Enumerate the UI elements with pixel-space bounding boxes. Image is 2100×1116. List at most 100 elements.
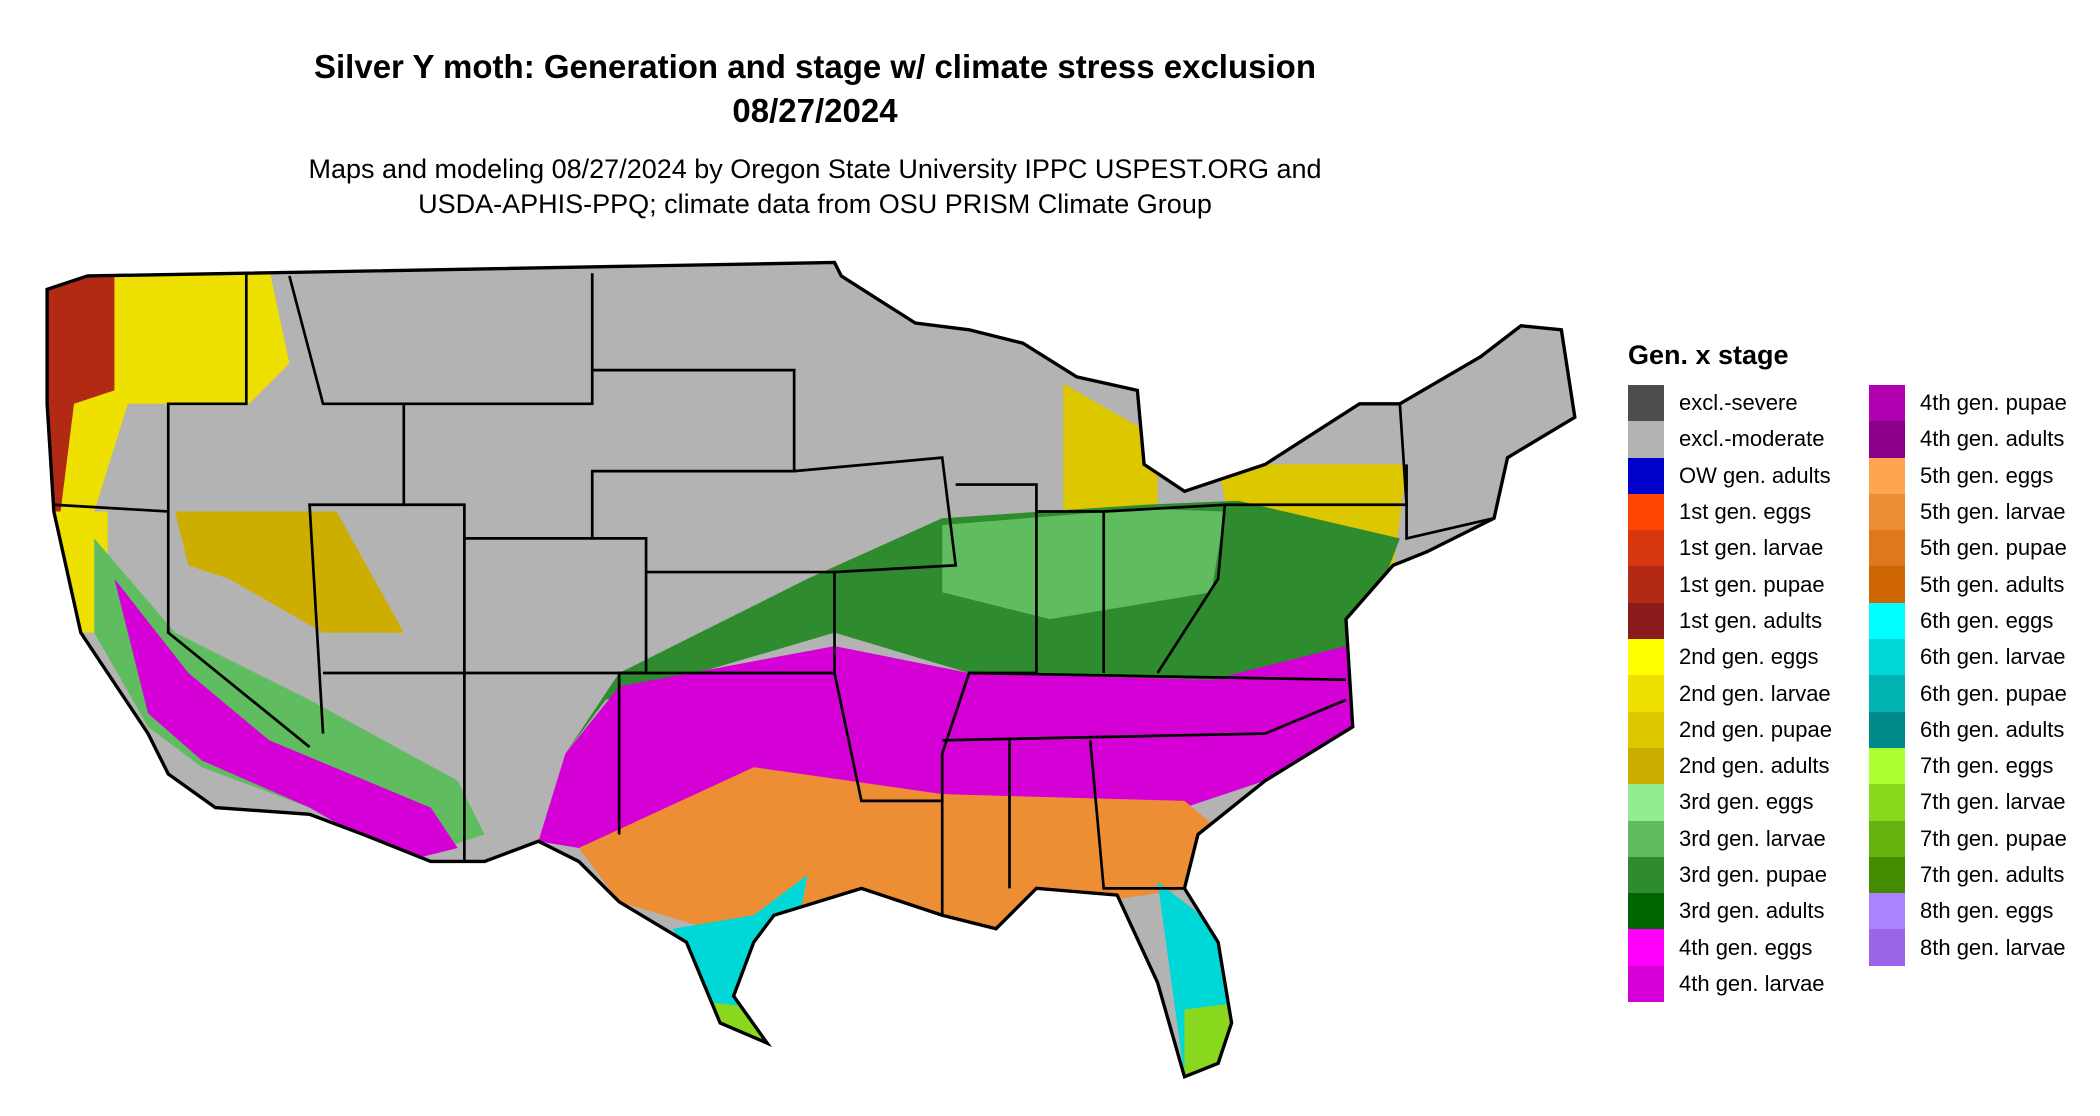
- map-title: Silver Y moth: Generation and stage w/ c…: [314, 48, 1316, 85]
- legend-label: 3rd gen. larvae: [1679, 825, 1826, 851]
- legend-label: 2nd gen. adults: [1679, 753, 1830, 779]
- legend-label: 1st gen. adults: [1679, 607, 1823, 633]
- legend-item: 8th gen. larvae: [1869, 929, 2090, 966]
- legend-label: 6th gen. larvae: [1920, 644, 2066, 670]
- legend-label: 7th gen. adults: [1920, 862, 2065, 887]
- legend-label: 1st gen. pupae: [1679, 571, 1825, 597]
- legend-label: 4th gen. larvae: [1679, 970, 1825, 996]
- legend-item: excl.-severe: [1628, 385, 1849, 422]
- legend-swatch: [1869, 747, 1905, 785]
- legend-item: 5th gen. eggs: [1869, 457, 2090, 494]
- legend-label: 3rd gen. eggs: [1679, 789, 1814, 815]
- legend-swatch: [1628, 421, 1664, 458]
- legend-item: 6th gen. adults: [1869, 711, 2090, 748]
- legend-item: OW gen. adults: [1628, 457, 1849, 494]
- legend-label: 3rd gen. adults: [1679, 898, 1825, 924]
- legend-item: 4th gen. eggs: [1628, 929, 1849, 966]
- legend-label: 5th gen. larvae: [1920, 499, 2066, 525]
- legend-item: 6th gen. pupae: [1869, 675, 2090, 712]
- legend-label: 6th gen. eggs: [1920, 607, 2054, 633]
- legend-item: 7th gen. adults: [1869, 856, 2090, 894]
- legend-item: 4th gen. larvae: [1628, 965, 1849, 1003]
- legend-swatch: [1628, 820, 1664, 857]
- subtitle-line-1: Maps and modeling 08/27/2024 by Oregon S…: [308, 154, 1322, 184]
- legend-swatch: [1869, 820, 1905, 857]
- region-sw-3rd-gen: [94, 538, 485, 862]
- region-5th-gen: [578, 767, 1225, 943]
- legend-item: 7th gen. pupae: [1869, 820, 2090, 857]
- legend-swatch: [1869, 602, 1905, 640]
- legend-label: 6th gen. adults: [1920, 716, 2065, 742]
- legend-label: 5th gen. pupae: [1920, 535, 2067, 561]
- legend-label: 2nd gen. eggs: [1679, 644, 1819, 670]
- legend-label: 7th gen. pupae: [1920, 825, 2067, 851]
- legend-item: 5th gen. pupae: [1869, 530, 2090, 567]
- region-3rd-gen-larvae: [942, 508, 1225, 620]
- legend-item: 3rd gen. larvae: [1628, 820, 1849, 857]
- legend-label: 8th gen. larvae: [1920, 934, 2066, 960]
- legend-swatch: [1869, 856, 1905, 894]
- legend-label: 1st gen. eggs: [1679, 499, 1812, 525]
- legend-label: 2nd gen. pupae: [1679, 716, 1832, 742]
- legend-label: 7th gen. larvae: [1920, 789, 2066, 815]
- legend-swatch: [1628, 747, 1664, 785]
- legend-item: 3rd gen. adults: [1628, 893, 1849, 930]
- legend-label: 6th gen. pupae: [1920, 680, 2067, 706]
- legend-swatch: [1869, 421, 1905, 458]
- legend-swatch: [1628, 893, 1664, 930]
- legend-item: 8th gen. eggs: [1869, 893, 2090, 930]
- legend-swatch: [1869, 530, 1905, 567]
- legend-item: 4th gen. pupae: [1869, 385, 2090, 422]
- legend-item: 7th gen. eggs: [1869, 747, 2090, 785]
- legend-label: 5th gen. adults: [1920, 571, 2065, 597]
- legend-swatch: [1869, 385, 1905, 422]
- legend-column-2: 4th gen. pupae 4th gen. adults 5th gen. eg…: [1869, 385, 2090, 1002]
- region-mi-2nd-gen: [1063, 383, 1158, 515]
- legend-label: 4th gen. adults: [1920, 426, 2065, 452]
- legend-swatch: [1628, 457, 1664, 494]
- legend-item: 5th gen. adults: [1869, 566, 2090, 603]
- legend-item: 6th gen. larvae: [1869, 639, 2090, 676]
- subtitle-line-2: USDA-APHIS-PPQ; climate data from OSU PR…: [418, 189, 1212, 219]
- legend-label: 1st gen. larvae: [1679, 535, 1824, 561]
- legend-title: Gen. x stage: [1628, 340, 1789, 370]
- legend-item: 6th gen. eggs: [1869, 602, 2090, 640]
- legend-label: OW gen. adults: [1679, 462, 1831, 488]
- region-nw-1st-gen: [47, 269, 115, 512]
- legend-swatch: [1869, 493, 1905, 531]
- legend-swatch: [1628, 602, 1664, 640]
- legend-swatch: [1869, 784, 1905, 821]
- legend-item: 1st gen. pupae: [1628, 566, 1849, 603]
- legend-swatch: [1869, 929, 1905, 966]
- legend-swatch: [1869, 457, 1905, 494]
- legend-swatch: [1628, 711, 1664, 748]
- legend-swatch: [1628, 856, 1664, 894]
- legend-swatch: [1869, 639, 1905, 676]
- legend-swatch: [1628, 566, 1664, 603]
- legend-swatch: [1628, 385, 1664, 422]
- legend-label: excl.-moderate: [1679, 426, 1825, 452]
- legend-item: 1st gen. larvae: [1628, 530, 1849, 567]
- legend-item: 2nd gen. larvae: [1628, 675, 1849, 712]
- region-nv-2nd-gen: [174, 511, 404, 633]
- legend-swatch: [1869, 711, 1905, 748]
- legend-label: 4th gen. pupae: [1920, 390, 2067, 416]
- legend-swatch: [1869, 893, 1905, 930]
- legend-swatch: [1628, 965, 1664, 1003]
- legend-label: 7th gen. eggs: [1920, 753, 2054, 779]
- legend-item: 2nd gen. pupae: [1628, 711, 1849, 748]
- region-sw-4th-gen: [114, 578, 458, 862]
- legend-item: 7th gen. larvae: [1869, 784, 2090, 821]
- legend-swatch: [1869, 566, 1905, 603]
- legend-item: excl.-moderate: [1628, 421, 1849, 458]
- legend-item: 3rd gen. pupae: [1628, 856, 1849, 894]
- legend-item: 1st gen. eggs: [1628, 493, 1849, 531]
- legend-swatch: [1628, 675, 1664, 712]
- legend-item: 2nd gen. eggs: [1628, 639, 1849, 676]
- state-borders: [53, 273, 1495, 916]
- legend-label: 2nd gen. larvae: [1679, 680, 1831, 706]
- legend-swatch: [1869, 675, 1905, 712]
- legend-item: 1st gen. adults: [1628, 602, 1849, 640]
- legend-column-1: excl.-severe excl.-moderate OW gen. adults…: [1628, 385, 1849, 1003]
